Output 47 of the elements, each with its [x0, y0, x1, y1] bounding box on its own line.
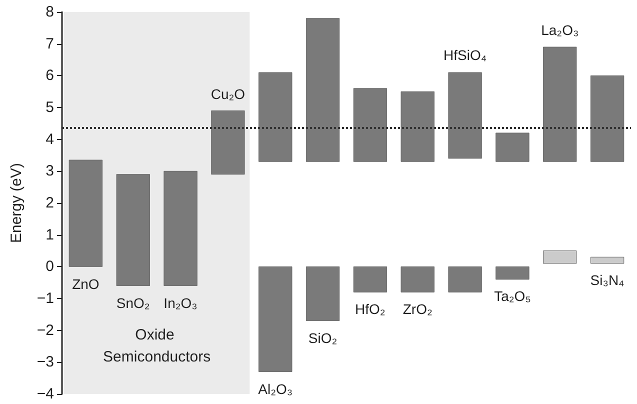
- x-tick-label: Cu₂O: [210, 86, 246, 102]
- y-tick-label: 0: [46, 258, 54, 276]
- x-tick-label: HfSiO₄: [444, 47, 487, 64]
- bar: [448, 72, 482, 159]
- y-tick-label: −4: [36, 386, 54, 402]
- x-tick-label: ZnO: [72, 276, 100, 292]
- bar: [448, 266, 482, 292]
- bar: [353, 266, 388, 292]
- x-tick-label: La₂O₃: [541, 22, 579, 38]
- y-tick-label: −3: [36, 354, 54, 371]
- bar: [400, 91, 434, 162]
- band-label: Oxide Semiconductors: [103, 326, 211, 366]
- bar: [496, 266, 530, 280]
- y-tick-label: 8: [46, 4, 54, 20]
- bar: [543, 250, 577, 264]
- bar: [590, 256, 624, 264]
- y-tick-label: 2: [46, 194, 54, 212]
- x-tick-label: SiO₂: [308, 330, 338, 346]
- bar: [258, 266, 292, 372]
- y-tick-label: 7: [46, 35, 54, 52]
- y-tick-label: −1: [36, 290, 54, 307]
- bar: [306, 18, 340, 162]
- y-axis-title: Energy (eV): [8, 162, 25, 244]
- y-tick-label: 5: [46, 99, 54, 116]
- bar: [543, 46, 577, 162]
- y-tick-label: 1: [46, 226, 54, 244]
- bar: [400, 266, 434, 292]
- bar: [164, 170, 198, 286]
- x-tick-label: Ta₂O₅: [494, 288, 531, 304]
- x-tick-label: ZrO₂: [402, 301, 432, 318]
- x-tick-label: HfO₂: [355, 301, 386, 318]
- y-tick-label: 3: [46, 162, 54, 180]
- bar: [496, 132, 530, 162]
- y-tick-label: −2: [36, 322, 54, 339]
- x-tick-label: SnO₂: [116, 294, 150, 311]
- bar: [211, 110, 245, 175]
- x-tick-label: In₂O₃: [164, 294, 198, 311]
- bar: [68, 160, 103, 267]
- bar: [590, 75, 624, 162]
- bar: [116, 174, 150, 286]
- bar: [258, 72, 292, 162]
- bar: [353, 88, 388, 162]
- x-tick-label: Al₂O₃: [258, 380, 293, 397]
- bar: [306, 266, 340, 322]
- y-tick-label: 6: [46, 67, 54, 84]
- y-tick-label: 4: [46, 130, 54, 148]
- x-tick-label: Si₃N₄: [590, 272, 624, 288]
